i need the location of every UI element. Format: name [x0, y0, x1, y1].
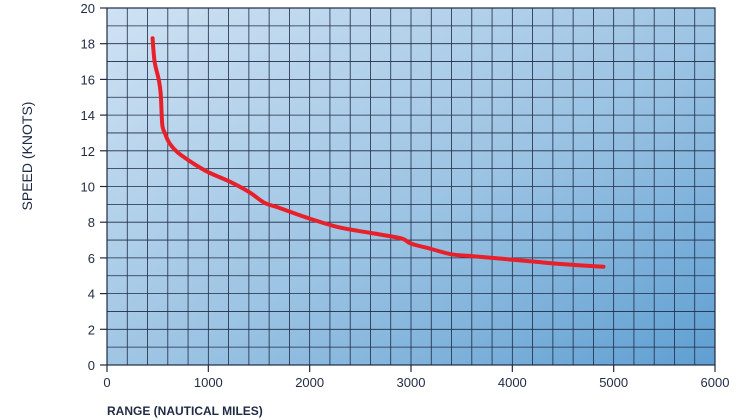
- axes: 0 2 4 6 8 10 12 14 16 18 20 0 1000 2000 3000 4000 5000 60…: [81, 1, 730, 390]
- y-tick-label: 8: [88, 215, 95, 230]
- series-layer: [150, 36, 606, 269]
- y-tick-label: 12: [81, 144, 95, 159]
- y-tick-label: 16: [81, 72, 95, 87]
- y-tick-label: 18: [81, 37, 95, 52]
- x-tick-label: 4000: [498, 375, 527, 390]
- x-axis-title: RANGE (NAUTICAL MILES): [107, 404, 263, 418]
- y-tick-label: 10: [81, 180, 95, 195]
- x-tick-label: 1000: [194, 375, 223, 390]
- x-tick-label: 2000: [295, 375, 324, 390]
- y-axis-title: SPEED (KNOTS): [19, 102, 35, 211]
- y-tick-label: 2: [88, 322, 95, 337]
- speed-range-curve: [150, 36, 606, 269]
- y-tick-label: 20: [81, 1, 95, 16]
- y-tick-label: 0: [88, 358, 95, 373]
- grid: [106, 7, 716, 366]
- x-tick-label: 5000: [599, 375, 628, 390]
- x-tick-label: 0: [103, 375, 110, 390]
- y-tick-label: 14: [81, 108, 95, 123]
- x-tick-label: 6000: [701, 375, 730, 390]
- x-tick-label: 3000: [397, 375, 426, 390]
- y-tick-label: 4: [88, 287, 95, 302]
- y-tick-label: 6: [88, 251, 95, 266]
